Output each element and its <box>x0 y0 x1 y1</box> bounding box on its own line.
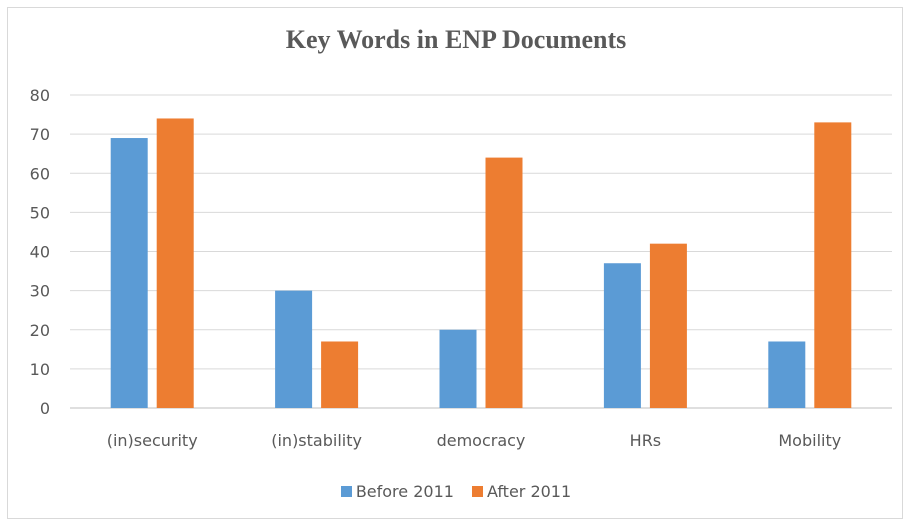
bar-before-2011-4 <box>768 341 806 408</box>
bar-after-2011-2 <box>485 157 523 408</box>
y-tick-label: 40 <box>30 243 50 262</box>
legend-label: Before 2011 <box>355 482 454 501</box>
y-tick-label: 30 <box>30 282 50 301</box>
bar-before-2011-0 <box>110 138 148 408</box>
y-tick-label: 0 <box>40 399 50 418</box>
x-tick-label: Mobility <box>778 431 841 450</box>
legend-swatch <box>340 486 352 497</box>
legend-item-after-2011: After 2011 <box>471 482 572 501</box>
legend-item-before-2011: Before 2011 <box>340 482 454 501</box>
gridlines <box>70 94 892 409</box>
bar-before-2011-2 <box>439 329 477 408</box>
y-tick-label: 70 <box>30 125 50 144</box>
bar-after-2011-0 <box>156 118 194 408</box>
y-tick-label: 80 <box>30 86 50 105</box>
x-tick-label: democracy <box>437 431 526 450</box>
chart-frame <box>7 7 903 519</box>
x-tick-label: (in)stability <box>271 431 362 450</box>
bar-after-2011-1 <box>321 341 359 408</box>
y-tick-label: 20 <box>30 321 50 340</box>
y-tick-label: 50 <box>30 203 50 222</box>
legend: Before 2011 After 2011 <box>0 482 912 501</box>
legend-label: After 2011 <box>486 482 572 501</box>
y-tick-label: 60 <box>30 164 50 183</box>
x-axis-labels: (in)security (in)stability democracy HRs Mob… <box>107 431 841 450</box>
bars <box>110 118 852 408</box>
x-tick-label: (in)security <box>107 431 198 450</box>
legend-swatch <box>471 486 483 497</box>
bar-after-2011-3 <box>649 243 687 408</box>
y-axis-ticks: 0 10 20 30 40 50 60 70 80 <box>30 86 50 418</box>
chart-title: Key Words in ENP Documents <box>285 25 627 54</box>
y-tick-label: 10 <box>30 360 50 379</box>
x-tick-label: HRs <box>630 431 661 450</box>
bar-before-2011-1 <box>275 290 313 408</box>
bar-after-2011-4 <box>814 122 852 408</box>
bar-before-2011-3 <box>603 263 641 408</box>
